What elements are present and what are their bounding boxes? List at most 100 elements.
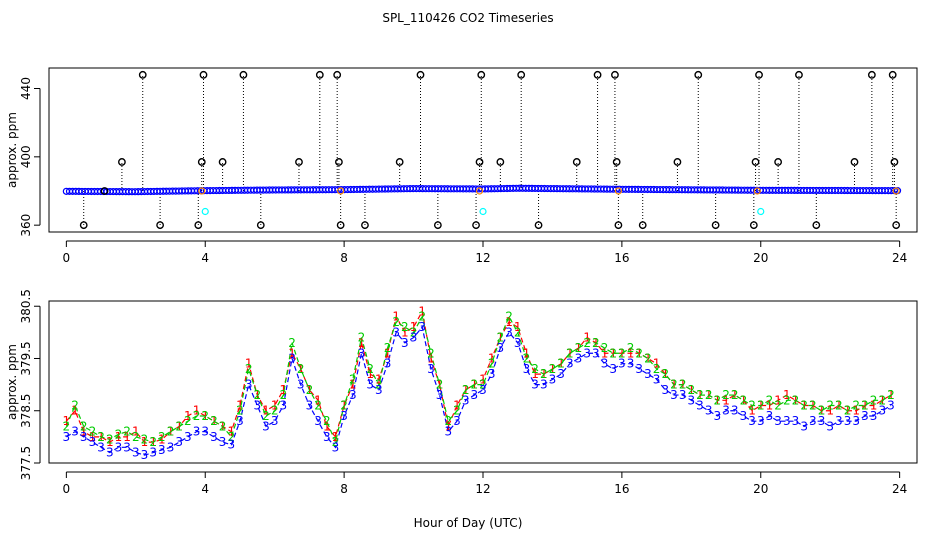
series-3-point: 3 — [106, 446, 114, 460]
series-3-point: 3 — [566, 357, 574, 371]
series-1-point: 1 — [444, 419, 452, 433]
outlier-point — [118, 158, 126, 166]
series-1-point: 1 — [80, 425, 88, 439]
series-2-point: 2 — [844, 404, 852, 418]
outlier-point — [333, 70, 342, 79]
outlier-point — [335, 158, 343, 166]
series-1-point: 1 — [705, 388, 713, 402]
series-2-point: 2 — [358, 331, 366, 345]
series-3-point: 3 — [653, 372, 661, 386]
series-2-point: 2 — [479, 378, 487, 392]
series-2-point: 2 — [774, 399, 782, 413]
series-3-point: 3 — [531, 378, 539, 392]
series-2-point: 2 — [505, 310, 513, 324]
series-2-point: 2 — [392, 315, 400, 329]
series-3-point: 3 — [418, 320, 426, 334]
outlier-point — [475, 158, 484, 166]
outlier-point — [774, 158, 783, 166]
series-3-point: 3 — [523, 362, 531, 376]
series-3-line — [66, 325, 892, 456]
outlier-point — [611, 70, 619, 79]
outlier-point — [755, 70, 763, 79]
series-3-point: 3 — [861, 409, 869, 423]
series-2-point: 2 — [705, 388, 713, 402]
series-3-point: 3 — [774, 414, 782, 428]
top-data-marks — [62, 70, 902, 230]
series-1-point: 1 — [132, 425, 140, 439]
series-1-point: 1 — [392, 310, 400, 324]
series-3-point: 3 — [878, 404, 886, 418]
series-3-point: 3 — [748, 414, 756, 428]
series-1-point: 1 — [818, 404, 826, 418]
outlier-point — [749, 221, 758, 230]
series-2-point: 2 — [783, 393, 791, 407]
series-2-point: 2 — [210, 414, 218, 428]
series-3-point: 3 — [323, 430, 331, 444]
series-3-point: 3 — [253, 399, 261, 413]
series-1-point: 1 — [410, 320, 418, 334]
top-y-tick-label: 400 — [19, 145, 33, 168]
orange-point — [892, 187, 900, 195]
series-2-point: 2 — [878, 393, 886, 407]
series-2-point: 2 — [253, 388, 261, 402]
series-1-point: 1 — [245, 357, 253, 371]
series-2-point: 2 — [201, 409, 209, 423]
series-1-point: 1 — [262, 404, 270, 418]
series-1-point: 1 — [618, 346, 626, 360]
bottom-ylabel: approx. ppm — [5, 344, 19, 420]
outlier-point — [256, 221, 265, 230]
series-3-point: 3 — [722, 404, 730, 418]
series-1-point: 1 — [349, 378, 357, 392]
series-3-point: 3 — [392, 325, 400, 339]
bottom-x-tick-label: 20 — [753, 482, 768, 496]
series-3-point: 3 — [63, 430, 71, 444]
series-1-point: 1 — [783, 388, 791, 402]
series-2-point: 2 — [410, 325, 418, 339]
series-2-point: 2 — [236, 404, 244, 418]
series-1-point: 1 — [575, 341, 583, 355]
bottom-x-tick-label: 12 — [475, 482, 490, 496]
series-3-point: 3 — [184, 430, 192, 444]
series-1-point: 1 — [887, 388, 895, 402]
series-2-point: 2 — [340, 399, 348, 413]
series-1-point: 1 — [844, 404, 852, 418]
series-3-point: 3 — [375, 383, 383, 397]
series-1-point: 1 — [401, 325, 409, 339]
series-3-point: 3 — [592, 346, 600, 360]
bottom-x-tick-label: 16 — [614, 482, 629, 496]
series-1-point: 1 — [167, 425, 175, 439]
series-2-point: 2 — [497, 331, 505, 345]
bottom-x-tick-label: 24 — [892, 482, 907, 496]
series-1-point: 1 — [792, 393, 800, 407]
series-2-point: 2 — [601, 341, 609, 355]
series-3-point: 3 — [384, 357, 392, 371]
series-3-point: 3 — [340, 409, 348, 423]
series-2-point: 2 — [514, 325, 522, 339]
series-1-point: 1 — [306, 383, 314, 397]
series-3-point: 3 — [757, 414, 765, 428]
top-plot-frame — [48, 67, 918, 233]
series-1-point: 1 — [549, 362, 557, 376]
top-x-tick-label: 20 — [753, 251, 768, 265]
series-1-point: 1 — [71, 404, 79, 418]
series-3-point: 3 — [332, 440, 340, 454]
series-3-point: 3 — [479, 383, 487, 397]
series-3-point: 3 — [497, 341, 505, 355]
series-3-point: 3 — [306, 399, 314, 413]
series-1-point: 1 — [601, 346, 609, 360]
outlier-point — [850, 158, 859, 166]
series-3-point: 3 — [549, 372, 557, 386]
outlier-point — [711, 221, 720, 230]
outlier-point — [614, 221, 623, 230]
outlier-point — [892, 221, 901, 230]
series-1-point: 1 — [583, 331, 591, 345]
series-1-point: 1 — [878, 393, 886, 407]
bottom-x-tick-label: 8 — [340, 482, 348, 496]
series-2-point: 2 — [123, 425, 131, 439]
outlier-point — [395, 158, 404, 166]
outlier-point — [795, 70, 803, 79]
bottom-y-axis: 377.5 378.5 379.5 380.5 — [19, 289, 41, 480]
series-1-point: 1 — [470, 378, 478, 392]
top-y-tick-label: 360 — [19, 214, 33, 237]
